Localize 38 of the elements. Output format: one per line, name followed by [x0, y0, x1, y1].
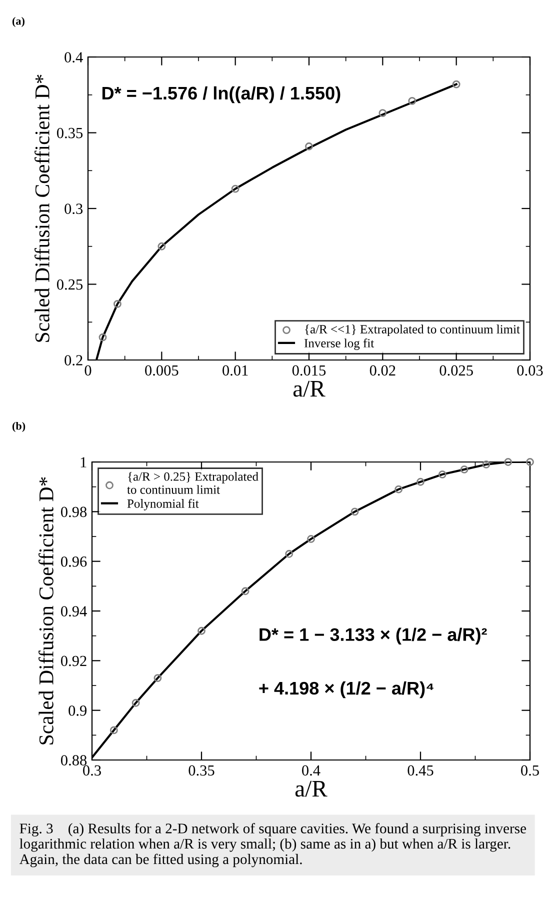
- annotation: D* = −1.576 / ln((a/R) / 1.550): [102, 86, 340, 104]
- x-tick-label: 0.5: [521, 765, 539, 776]
- legend-label: {a/R > 0.25} Extrapolated to continuum limit: [127, 472, 258, 494]
- legend-label: Inverse log fit: [304, 338, 374, 350]
- x-tick-label: 0.01: [222, 365, 248, 376]
- y-tick-label: 0.25: [56, 279, 83, 290]
- y-axis-title: Scaled Diffusion Coefficient D*: [34, 74, 50, 342]
- y-tick-label: 0.35: [56, 128, 83, 138]
- chart-title: (a): [12, 16, 24, 28]
- annotation: + 4.198 × (1/2 − a/R)⁴: [259, 681, 434, 698]
- y-tick-label: 0.3: [64, 204, 83, 214]
- x-axis-title: a/R: [293, 380, 326, 397]
- y-axis-title: Scaled Diffusion Coefficient D*: [38, 477, 54, 744]
- x-tick-label: 0.02: [370, 365, 396, 376]
- x-tick-label: 0.45: [408, 765, 434, 776]
- x-tick-label: 0.005: [145, 365, 178, 376]
- x-tick-label: 0.03: [517, 365, 543, 376]
- x-tick-label: 0.35: [188, 765, 214, 776]
- x-axis-title: a/R: [295, 780, 328, 797]
- x-tick-label: 0.015: [292, 365, 326, 376]
- x-tick-label: 0: [84, 365, 92, 376]
- y-tick-label: 0.96: [60, 556, 87, 567]
- caption: Fig. 3 (a) Results for a 2-D network of square cavities. We found a surprising inverse logarithmic relation when a/R is very small; (b) same as in a) but when a/R is larger. Again, the data can be fitted using a polynomial.: [19, 823, 526, 868]
- x-tick-label: 0.3: [83, 765, 101, 776]
- y-tick-label: 1: [80, 457, 86, 468]
- y-tick-label: 0.94: [60, 606, 87, 617]
- x-tick-label: 0.025: [440, 365, 473, 376]
- y-tick-label: 0.4: [64, 52, 83, 63]
- y-tick-label: 0.2: [64, 355, 82, 366]
- x-tick-label: 0.4: [302, 765, 320, 776]
- y-tick-label: 0.92: [60, 656, 86, 666]
- chart-title: (b): [12, 422, 26, 432]
- legend-label: {a/R <<1} Extrapolated to continuum limit: [305, 324, 520, 336]
- y-tick-label: 0.98: [60, 506, 87, 518]
- y-tick-label: 0.88: [60, 755, 87, 766]
- y-tick-label: 0.9: [68, 705, 87, 716]
- legend-label: Polynomial fit: [127, 498, 199, 510]
- annotation: D* = 1 − 3.133 × (1/2 − a/R)²: [260, 628, 487, 645]
